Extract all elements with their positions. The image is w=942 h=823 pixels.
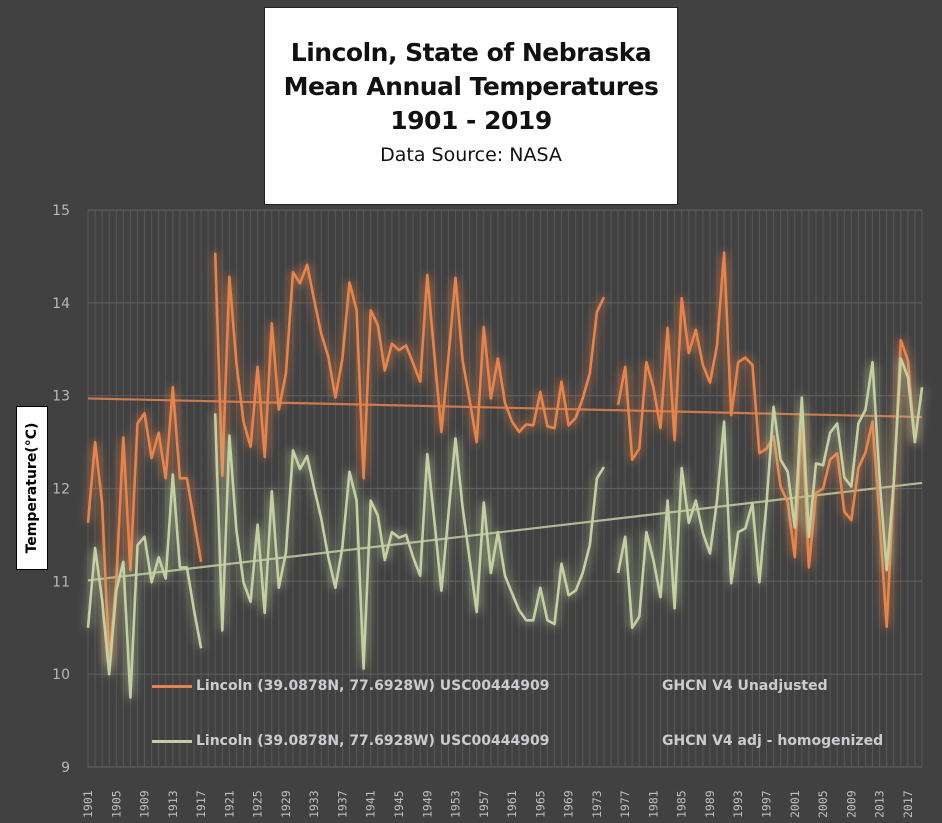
trend-lines xyxy=(87,397,923,582)
x-tick-label: 1901 xyxy=(81,790,95,818)
x-tick-label: 1961 xyxy=(505,790,519,818)
chart-title-line-1: Lincoln, State of Nebraska xyxy=(290,38,652,67)
legend-item-unadjusted: Lincoln (39.0878N, 77.6928W) USC00444909 xyxy=(152,678,549,694)
trend-line-homogenized xyxy=(87,481,923,582)
x-tick-label: 1941 xyxy=(364,790,378,818)
y-tick-label: 9 xyxy=(61,760,70,776)
x-tick-label: 1993 xyxy=(731,790,745,818)
x-tick-label: 1905 xyxy=(109,790,123,818)
series-line-homogenized xyxy=(616,357,924,630)
x-tick-label: 1945 xyxy=(392,790,406,818)
x-tick-label: 2013 xyxy=(873,790,887,818)
x-tick-label: 1965 xyxy=(533,790,547,818)
legend-label-unadjusted: Lincoln (39.0878N, 77.6928W) USC00444909 xyxy=(196,678,550,694)
y-tick-label: 11 xyxy=(52,574,70,590)
chart-title-line-3: 1901 - 2019 xyxy=(390,106,552,135)
x-tick-label: 1989 xyxy=(703,790,717,818)
title-box: Lincoln, State of Nebraska Mean Annual T… xyxy=(264,7,678,205)
legend-label-homogenized: Lincoln (39.0878N, 77.6928W) USC00444909 xyxy=(196,733,550,749)
y-tick-label: 10 xyxy=(52,667,70,683)
x-tick-label: 1937 xyxy=(335,790,349,818)
x-tick-label: 2005 xyxy=(816,790,830,818)
series-line-homogenized xyxy=(213,413,606,670)
y-axis-label: Temperature(°C) xyxy=(24,422,40,554)
series-line-unadjusted xyxy=(616,251,917,629)
x-tick-label: 2001 xyxy=(788,790,802,818)
x-tick-label: 1933 xyxy=(307,790,321,818)
x-tick-label: 2009 xyxy=(844,790,858,818)
legend-source-unadjusted: GHCN V4 Unadjusted xyxy=(662,678,828,694)
x-tick-label: 1977 xyxy=(618,790,632,818)
series-line-homogenized xyxy=(86,473,203,699)
x-tick-label: 1985 xyxy=(675,790,689,818)
x-tick-label: 1997 xyxy=(760,790,774,818)
x-tick-label: 1925 xyxy=(251,790,265,818)
x-axis-ticks: 1901 1905 1909 1913 1917 1921 1925 1929 1933 1937… xyxy=(81,790,915,818)
legend-swatch-homogenized xyxy=(152,739,192,743)
x-tick-label: 1969 xyxy=(562,790,576,818)
chart-title-line-2: Mean Annual Temperatures xyxy=(283,72,659,101)
x-tick-label: 1917 xyxy=(194,790,208,818)
y-tick-label: 15 xyxy=(52,203,70,219)
legend-source-homogenized: GHCN V4 adj - homogenized xyxy=(662,733,884,749)
x-tick-label: 1981 xyxy=(646,790,660,818)
x-tick-label: 1909 xyxy=(138,790,152,818)
y-tick-label: 12 xyxy=(52,482,70,498)
series-line-unadjusted xyxy=(213,252,606,480)
x-tick-label: 2017 xyxy=(901,790,915,818)
trend-line-unadjusted xyxy=(87,397,923,419)
y-axis-label-box: Temperature(°C) xyxy=(16,406,48,570)
x-tick-label: 1957 xyxy=(477,790,491,818)
x-tick-label: 1949 xyxy=(420,790,434,818)
y-axis-ticks: 9 10 11 12 13 14 15 xyxy=(52,203,70,776)
x-tick-label: 1913 xyxy=(166,790,180,818)
legend-item-homogenized: Lincoln (39.0878N, 77.6928W) USC00444909 xyxy=(152,733,549,749)
y-tick-label: 13 xyxy=(52,389,70,405)
y-tick-label: 14 xyxy=(52,296,70,312)
x-tick-label: 1921 xyxy=(222,790,236,818)
chart-subtitle: Data Source: NASA xyxy=(380,144,562,166)
x-tick-label: 1953 xyxy=(449,790,463,818)
series-lines xyxy=(86,251,924,699)
x-tick-label: 1929 xyxy=(279,790,293,818)
legend-swatch-unadjusted xyxy=(152,684,192,688)
x-tick-label: 1973 xyxy=(590,790,604,818)
series-line-unadjusted xyxy=(86,386,203,665)
